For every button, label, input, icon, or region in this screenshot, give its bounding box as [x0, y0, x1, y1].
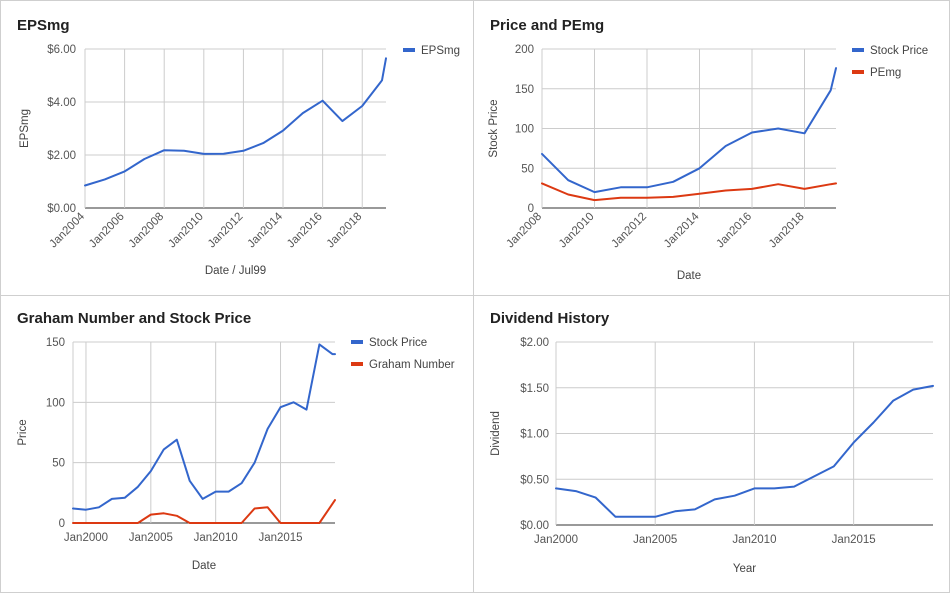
legend-swatch: [351, 340, 363, 344]
y-tick-label: 150: [46, 337, 65, 349]
x-tick-label: Jan2010: [166, 211, 206, 251]
chart-svg-price-pemg: Price and PEmg 0 50 100 150 200 Jan2008 Jan2010…: [488, 17, 928, 282]
x-tick-label: Jan2000: [64, 532, 108, 544]
x-tick-label: Jan2008: [504, 211, 544, 251]
legend-swatch: [351, 362, 363, 366]
x-axis-label: Date: [192, 560, 216, 572]
chart-panel-dividend: Dividend History $0.00 $0.50 $1.00 $1.50 $2.0…: [473, 295, 950, 593]
x-tick-label: Jan2018: [325, 211, 365, 251]
x-tick-label: Jan2004: [47, 210, 87, 250]
y-axis-label: Dividend: [490, 411, 502, 456]
chart-svg-dividend: Dividend History $0.00 $0.50 $1.00 $1.50 $2.0…: [490, 310, 934, 575]
y-tick-label: $2.00: [47, 150, 76, 162]
series-line-1: [541, 67, 837, 194]
x-tick-label: Jan2015: [832, 534, 876, 546]
x-tick-label: Jan2016: [714, 211, 754, 251]
chart-panel-graham: Graham Number and Stock Price 0 50 100 150 Ja…: [0, 295, 474, 593]
y-tick-label: $2.00: [520, 337, 549, 349]
x-tick-label: Jan2006: [87, 211, 127, 251]
y-axis-label: Price: [17, 419, 29, 445]
chart-title: Graham Number and Stock Price: [17, 310, 251, 327]
x-axis-label: Year: [733, 563, 756, 575]
y-tick-label: 150: [515, 84, 534, 96]
series-line-1: [84, 57, 387, 187]
chart-title: Dividend History: [490, 310, 610, 327]
x-tick-label: Jan2012: [206, 211, 246, 251]
legend-label: Graham Number: [369, 359, 455, 371]
x-tick-label: Jan2014: [245, 210, 285, 250]
y-tick-label: 100: [515, 124, 534, 136]
legend-label: EPSmg: [421, 45, 460, 57]
chart-panel-price-pemg: Price and PEmg 0 50 100 150 200 Jan2008 Jan2010…: [473, 0, 950, 296]
y-axis-label: EPSmg: [19, 109, 31, 148]
y-tick-label: 200: [515, 44, 534, 56]
series-line-2: [72, 499, 336, 524]
y-tick-label: 100: [46, 397, 65, 409]
x-axis-label: Date: [677, 270, 701, 282]
x-tick-label: Jan2005: [633, 534, 677, 546]
y-tick-label: $1.00: [520, 429, 549, 441]
x-axis-label: Date / Jul99: [205, 265, 266, 277]
x-tick-label: Jan2008: [127, 211, 167, 251]
y-tick-label: 50: [52, 458, 65, 470]
y-tick-label: 50: [521, 163, 534, 175]
x-tick-label: Jan2005: [129, 532, 173, 544]
legend-swatch: [852, 70, 864, 74]
series-line-2: [541, 182, 837, 202]
y-tick-label: 0: [59, 518, 65, 530]
y-tick-label: $6.00: [47, 44, 76, 56]
x-tick-label: Jan2000: [534, 534, 578, 546]
x-tick-label: Jan2016: [285, 211, 325, 251]
x-tick-label: Jan2012: [609, 211, 649, 251]
x-tick-label: Jan2010: [557, 211, 597, 251]
series-line-1: [72, 343, 336, 511]
x-tick-label: Jan2014: [662, 210, 702, 250]
legend-label: Stock Price: [870, 45, 928, 57]
series-line-1: [555, 384, 934, 518]
y-tick-label: 0: [528, 203, 534, 215]
chart-panel-epsmg: EPSmg $0.00 $2.00 $4.00 $6.00 Jan2004 Jan2006 J…: [0, 0, 474, 296]
chart-title: Price and PEmg: [490, 17, 604, 34]
x-tick-label: Jan2018: [767, 211, 807, 251]
chart-title: EPSmg: [17, 17, 70, 34]
y-axis-label: Stock Price: [488, 99, 500, 157]
y-tick-label: $0.00: [520, 520, 549, 532]
legend-swatch: [403, 48, 415, 52]
chart-svg-graham: Graham Number and Stock Price 0 50 100 150 Ja…: [17, 310, 455, 572]
y-tick-label: $1.50: [520, 383, 549, 395]
legend-label: PEmg: [870, 67, 901, 79]
y-tick-label: $0.00: [47, 203, 76, 215]
legend-label: Stock Price: [369, 337, 427, 349]
x-tick-label: Jan2015: [258, 532, 302, 544]
x-tick-label: Jan2010: [194, 532, 238, 544]
x-tick-label: Jan2010: [732, 534, 776, 546]
y-tick-label: $0.50: [520, 474, 549, 486]
legend-swatch: [852, 48, 864, 52]
y-tick-label: $4.00: [47, 97, 76, 109]
